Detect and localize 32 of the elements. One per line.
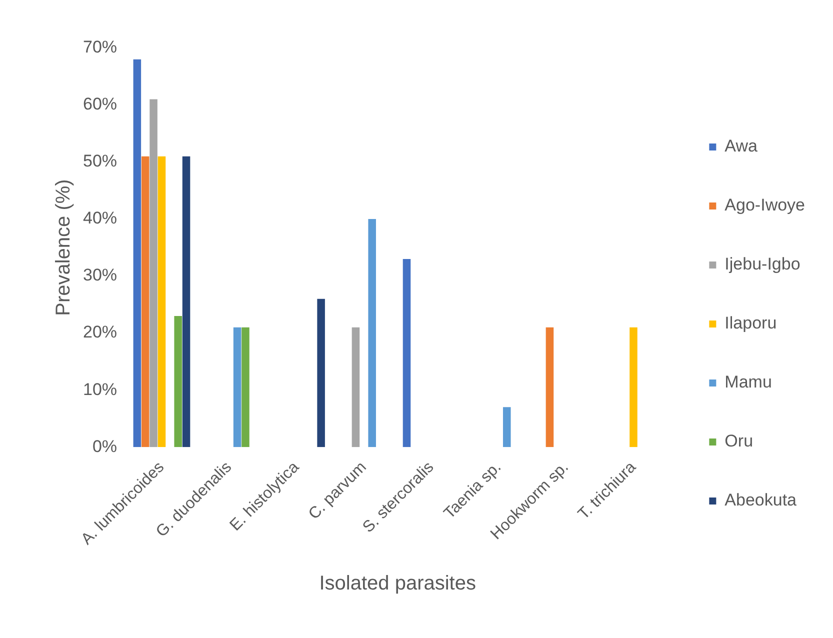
legend-label: Abeokuta (724, 490, 798, 510)
legend-label: Oru (724, 432, 754, 451)
bar (402, 258, 411, 448)
y-tick-label: 10% (82, 380, 118, 399)
bar (630, 327, 638, 448)
bar (352, 327, 360, 448)
bar (158, 156, 166, 448)
legend-label: Awa (724, 136, 758, 156)
bar (546, 327, 554, 448)
legend-label: Mamu (724, 372, 772, 392)
bar (182, 156, 190, 448)
y-tick-label: 60% (82, 94, 118, 114)
y-tick-label: 50% (82, 152, 118, 171)
bar (317, 298, 325, 448)
y-tick-label: 20% (82, 322, 118, 342)
bar (174, 316, 182, 448)
legend-label: Ijebu-Igbo (724, 254, 800, 274)
bar (242, 327, 250, 448)
bar (133, 59, 142, 448)
y-tick-label: 30% (82, 266, 118, 285)
y-tick-label: 40% (82, 208, 118, 228)
bar (233, 327, 242, 448)
legend-label: Ago-Iwoye (724, 196, 806, 215)
bar (150, 99, 158, 448)
y-axis-title: Prevalence (%) (52, 179, 75, 316)
bar (368, 219, 376, 448)
bar (502, 407, 511, 448)
y-tick-label: 70% (82, 38, 118, 57)
y-tick-label: 0% (92, 436, 118, 456)
bar (141, 156, 150, 448)
x-axis-title: Isolated parasites (319, 572, 476, 595)
legend-label: Ilaporu (724, 314, 777, 333)
